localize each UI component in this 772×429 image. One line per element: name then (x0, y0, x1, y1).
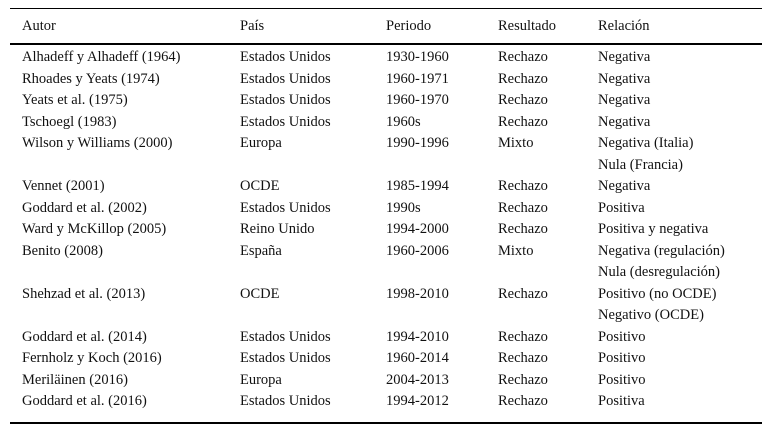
document-page: Autor País Periodo Resultado Relación Al… (0, 8, 772, 429)
cell-resultado: Mixto (498, 242, 534, 259)
cell-relacion: Negativa (598, 70, 651, 87)
cell-resultado: Mixto (498, 135, 534, 151)
literature-review-table: Autor País Periodo Resultado Relación Al… (10, 8, 762, 424)
cell-resultado: Rechazo (498, 113, 548, 130)
table-body: Alhadeff y Alhadeff (1964) Estados Unido… (10, 44, 762, 423)
cell-relacion: Positivo (598, 371, 646, 388)
table-row: Meriläinen (2016) Europa 2004-2013 Recha… (10, 370, 762, 392)
cell-pais: OCDE (240, 178, 280, 194)
cell-resultado: Rechazo (498, 49, 548, 65)
column-header-pais: País (240, 8, 386, 45)
cell-autor: Meriläinen (2016) (22, 371, 128, 388)
cell-relacion: Negativa (Italia) Nula (Francia) (598, 135, 694, 173)
column-header-autor: Autor (10, 8, 240, 45)
cell-autor: Wilson y Williams (2000) (22, 135, 173, 151)
cell-autor: Ward y McKillop (2005) (22, 221, 167, 237)
cell-autor: Goddard et al. (2002) (22, 199, 147, 216)
cell-autor: Goddard et al. (2016) (22, 393, 147, 409)
column-header-periodo: Periodo (386, 8, 498, 45)
cell-pais: España (240, 242, 282, 259)
table-row: Tschoegl (1983) Estados Unidos 1960s Rec… (10, 112, 762, 134)
table-row: Goddard et al. (2016) Estados Unidos 199… (10, 391, 762, 423)
cell-relacion: Negativa (regulación) Nula (desregulació… (598, 242, 725, 281)
cell-pais: Estados Unidos (240, 350, 331, 366)
cell-periodo: 1960-2014 (386, 350, 449, 366)
cell-periodo: 1930-1960 (386, 49, 449, 65)
cell-autor: Tschoegl (1983) (22, 113, 117, 130)
table-row: Vennet (2001) OCDE 1985-1994 Rechazo Neg… (10, 176, 762, 198)
cell-periodo: 1998-2010 (386, 285, 449, 302)
cell-pais: Europa (240, 135, 282, 151)
cell-relacion: Negativa (598, 178, 651, 194)
cell-autor: Benito (2008) (22, 242, 103, 259)
cell-resultado: Rechazo (498, 92, 548, 108)
column-header-relacion: Relación (598, 8, 762, 45)
cell-periodo: 1994-2000 (386, 221, 449, 237)
cell-pais: Europa (240, 371, 282, 388)
cell-relacion: Negativa (598, 113, 651, 130)
cell-pais: Estados Unidos (240, 199, 331, 216)
cell-pais: Estados Unidos (240, 49, 331, 65)
cell-resultado: Rechazo (498, 328, 548, 345)
table-row: Fernholz y Koch (2016) Estados Unidos 19… (10, 348, 762, 370)
column-header-resultado: Resultado (498, 8, 598, 45)
table-row: Shehzad et al. (2013) OCDE 1998-2010 Rec… (10, 284, 762, 327)
cell-relacion: Positivo (598, 350, 646, 366)
table-row: Benito (2008) España 1960-2006 Mixto Neg… (10, 241, 762, 284)
cell-relacion: Positiva y negativa (598, 221, 709, 237)
cell-relacion: Positivo (no OCDE) Negativo (OCDE) (598, 285, 717, 324)
cell-relacion: Negativa (598, 92, 651, 108)
cell-pais: OCDE (240, 285, 280, 302)
cell-resultado: Rechazo (498, 371, 548, 388)
cell-autor: Yeats et al. (1975) (22, 92, 128, 108)
cell-resultado: Rechazo (498, 199, 548, 216)
cell-autor: Alhadeff y Alhadeff (1964) (22, 49, 181, 65)
cell-periodo: 1960-1970 (386, 92, 449, 108)
cell-relacion: Positivo (598, 328, 646, 345)
table-row: Goddard et al. (2002) Estados Unidos 199… (10, 198, 762, 220)
table-row: Yeats et al. (1975) Estados Unidos 1960-… (10, 90, 762, 112)
cell-periodo: 1960-1971 (386, 70, 449, 87)
table-row: Ward y McKillop (2005) Reino Unido 1994-… (10, 219, 762, 241)
cell-autor: Fernholz y Koch (2016) (22, 350, 162, 366)
cell-periodo: 1990s (386, 199, 421, 216)
cell-resultado: Rechazo (498, 393, 548, 409)
cell-pais: Estados Unidos (240, 92, 331, 108)
cell-pais: Estados Unidos (240, 328, 331, 345)
table-row: Alhadeff y Alhadeff (1964) Estados Unido… (10, 44, 762, 69)
cell-pais: Estados Unidos (240, 113, 331, 130)
cell-relacion: Positiva (598, 393, 645, 409)
cell-pais: Estados Unidos (240, 393, 331, 409)
cell-pais: Estados Unidos (240, 70, 331, 87)
cell-periodo: 1990-1996 (386, 135, 449, 151)
cell-relacion: Positiva (598, 199, 645, 216)
cell-resultado: Rechazo (498, 178, 548, 194)
cell-autor: Goddard et al. (2014) (22, 328, 147, 345)
cell-periodo: 2004-2013 (386, 371, 449, 388)
cell-periodo: 1994-2012 (386, 393, 449, 409)
cell-resultado: Rechazo (498, 350, 548, 366)
cell-autor: Rhoades y Yeats (1974) (22, 70, 160, 87)
cell-periodo: 1994-2010 (386, 328, 449, 345)
cell-periodo: 1960-2006 (386, 242, 449, 259)
table-row: Wilson y Williams (2000) Europa 1990-199… (10, 133, 762, 176)
table-header-row: Autor País Periodo Resultado Relación (10, 8, 762, 45)
cell-pais: Reino Unido (240, 221, 315, 237)
cell-periodo: 1960s (386, 113, 421, 130)
cell-resultado: Rechazo (498, 70, 548, 87)
cell-autor: Shehzad et al. (2013) (22, 285, 146, 302)
table-row: Goddard et al. (2014) Estados Unidos 199… (10, 327, 762, 349)
table-row: Rhoades y Yeats (1974) Estados Unidos 19… (10, 69, 762, 91)
cell-relacion: Negativa (598, 49, 651, 65)
cell-periodo: 1985-1994 (386, 178, 449, 194)
cell-resultado: Rechazo (498, 221, 548, 237)
cell-resultado: Rechazo (498, 285, 548, 302)
cell-autor: Vennet (2001) (22, 178, 105, 194)
